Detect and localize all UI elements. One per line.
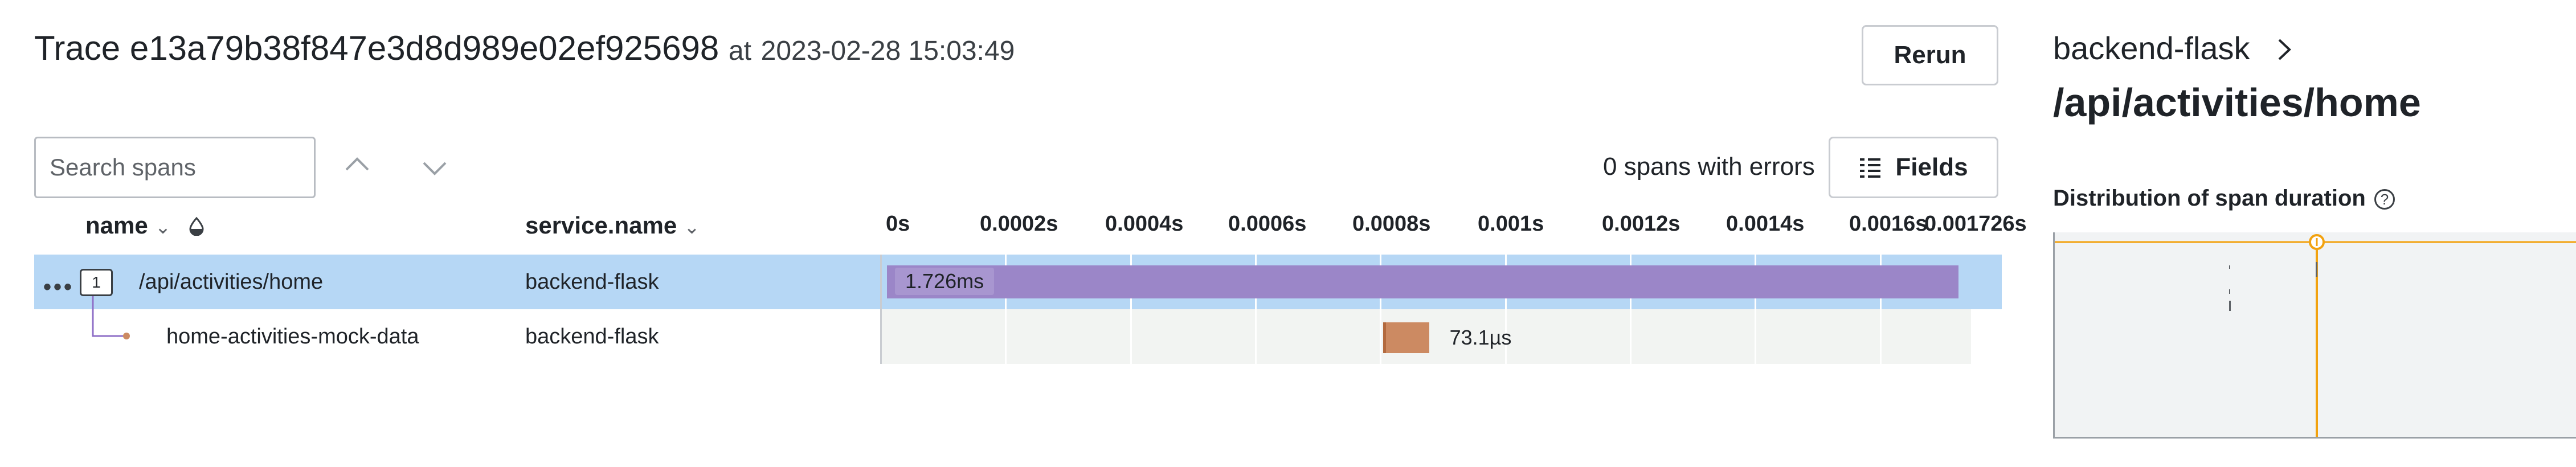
distribution-title: Distribution of span duration	[2053, 186, 2366, 211]
help-icon[interactable]: ?	[2374, 189, 2395, 210]
page-title: Trace e13a79b38f847e3d8d989e02ef925698 a…	[34, 28, 1015, 68]
timeline-tick: 0.0006s	[1228, 212, 1307, 236]
span-service: backend-flask	[525, 270, 659, 294]
side-service-name[interactable]: backend-flask	[2053, 30, 2295, 67]
histogram-plot	[2055, 234, 2576, 437]
span-name[interactable]: /api/activities/home	[139, 270, 324, 294]
chevron-right-icon	[2278, 39, 2291, 60]
timeline-tick: 0.0002s	[980, 212, 1058, 236]
fields-list-icon	[1860, 158, 1881, 178]
timeline-tick: 0.0004s	[1105, 212, 1184, 236]
side-span-path: /api/activities/home	[2053, 80, 2421, 125]
timeline-gridline	[1505, 255, 1507, 364]
timeline-tick: 0.0008s	[1352, 212, 1431, 236]
drop-icon[interactable]	[188, 212, 205, 239]
span-service: backend-flask	[525, 325, 659, 349]
timeline-tick: 0.001726s	[1924, 212, 2027, 236]
tree-connector-icon	[92, 296, 130, 339]
timeline-tick: 0.0012s	[1602, 212, 1680, 236]
timeline-tick: 0.001s	[1478, 212, 1544, 236]
sort-chevron-icon: ⌄	[154, 216, 171, 238]
timeline-gridline	[1880, 255, 1882, 364]
span-duration-label: 1.726ms	[895, 268, 995, 295]
timeline-gridline	[1255, 255, 1257, 364]
rerun-button[interactable]: Rerun	[1862, 25, 1998, 85]
at-label: at	[728, 36, 751, 66]
child-count-badge[interactable]: 1	[80, 269, 113, 296]
timeline-gridline	[1130, 255, 1132, 364]
trace-timestamp: 2023-02-28 15:03:49	[760, 36, 1015, 66]
trace-id: e13a79b38f847e3d8d989e02ef925698	[129, 29, 719, 67]
timeline-gridline	[1630, 255, 1632, 364]
next-match-button[interactable]	[419, 153, 450, 191]
trace-label: Trace	[34, 29, 121, 67]
column-header-name[interactable]: name ⌄	[85, 212, 205, 239]
span-duration-bar[interactable]	[887, 265, 1958, 298]
search-input[interactable]	[34, 137, 316, 198]
fields-button[interactable]: Fields	[1829, 137, 1998, 198]
column-header-service[interactable]: service.name ⌄	[525, 212, 700, 239]
duration-histogram	[2053, 232, 2576, 439]
timeline-gridline	[1380, 255, 1381, 364]
timeline-tick: 0.0016s	[1849, 212, 1928, 236]
more-actions-icon[interactable]: •••	[43, 275, 75, 300]
span-duration-label: 73.1µs	[1449, 326, 1512, 349]
fields-label: Fields	[1895, 153, 1968, 181]
span-name[interactable]: home-activities-mock-data	[166, 325, 419, 349]
span-duration-bar[interactable]	[1383, 322, 1429, 353]
previous-match-button[interactable]	[342, 149, 373, 187]
timeline-gridline	[880, 255, 882, 364]
chevron-up-icon	[345, 157, 369, 171]
sort-chevron-icon: ⌄	[684, 216, 700, 238]
timeline-tick: 0.0014s	[1726, 212, 1805, 236]
timeline-gridline	[1005, 255, 1007, 364]
timeline-gridline	[1755, 255, 1756, 364]
errors-count: 0 spans with errors	[1603, 153, 1815, 181]
chevron-down-icon	[423, 162, 447, 175]
timeline-tick: 0s	[886, 212, 910, 236]
